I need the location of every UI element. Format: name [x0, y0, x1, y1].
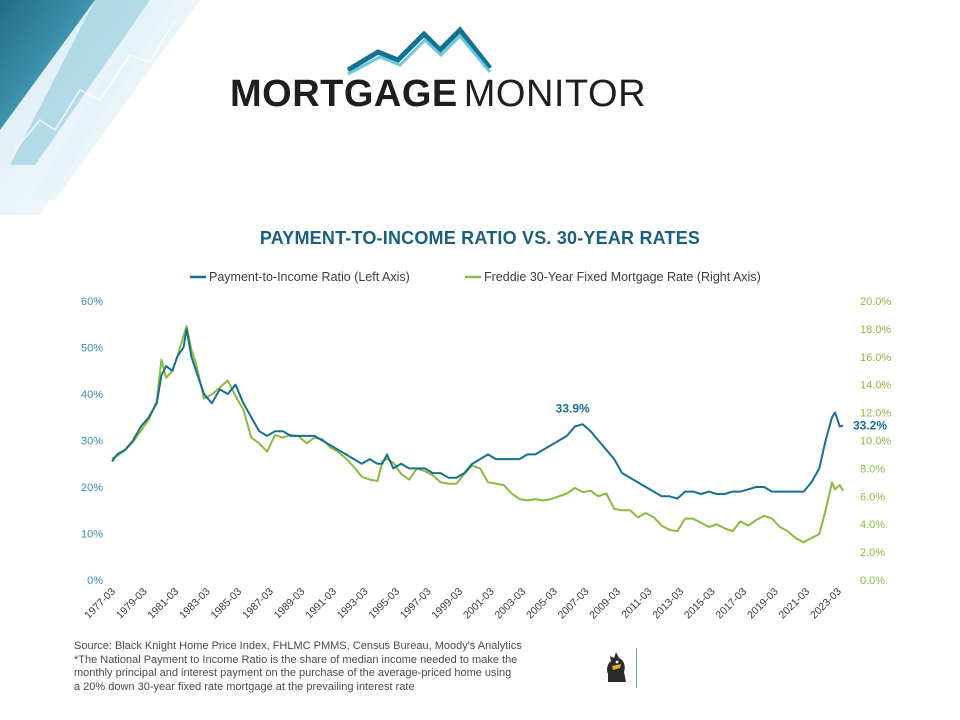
right-tick-label: 2.0% [860, 547, 885, 559]
right-tick-label: 18.0% [860, 324, 891, 336]
x-tick-label: 2021-03 [777, 586, 813, 622]
x-tick-label: 2011-03 [619, 586, 654, 621]
chart-title: PAYMENT-TO-INCOME RATIO VS. 30-YEAR RATE… [259, 228, 701, 248]
brand-light: MONITOR [463, 73, 647, 115]
x-tick-label: 1989-03 [272, 586, 308, 622]
x-tick-label: 1977-03 [82, 586, 118, 622]
knight-logo-icon [607, 652, 626, 682]
x-tick-label: 2019-03 [745, 586, 781, 622]
brand-title: MORTGAGE MONITOR [230, 72, 646, 116]
x-tick-label: 1999-03 [429, 586, 465, 622]
x-tick-label: 2005-03 [524, 586, 560, 622]
x-tick-label: 1993-03 [335, 586, 371, 622]
x-tick-label: 2003-03 [493, 586, 529, 622]
right-tick-label: 14.0% [860, 380, 891, 392]
x-tick-label: 2007-03 [556, 586, 592, 622]
left-tick-label: 10% [81, 529, 103, 541]
brand-bold: MORTGAGE [230, 73, 458, 115]
left-tick-label: 60% [81, 296, 103, 308]
x-tick-label: 1979-03 [114, 586, 150, 622]
x-tick-label: 2009-03 [587, 586, 623, 622]
corner-decoration [0, 0, 200, 215]
right-tick-label: 12.0% [860, 408, 891, 420]
x-tick-label: 1997-03 [398, 586, 434, 622]
x-tick-label: 1991-03 [303, 586, 339, 622]
right-tick-label: 0.0% [860, 575, 885, 587]
legend-label-0: Payment-to-Income Ratio (Left Axis) [209, 270, 410, 284]
mountain-peaks-icon [346, 26, 492, 76]
legend-label-1: Freddie 30-Year Fixed Mortgage Rate (Rig… [484, 270, 761, 284]
left-tick-label: 50% [81, 343, 103, 355]
right-tick-label: 4.0% [860, 519, 885, 531]
footnote-line-3: a 20% down 30-year fixed rate mortgage a… [74, 680, 415, 693]
right-tick-label: 8.0% [860, 463, 885, 475]
pti-series-line [111, 327, 844, 500]
right-tick-label: 20.0% [860, 296, 891, 308]
left-tick-label: 40% [81, 389, 103, 401]
footnote-line-1: *The National Payment to Income Ratio is… [74, 653, 518, 666]
x-tick-label: 1985-03 [209, 586, 245, 622]
right-tick-label: 16.0% [860, 352, 891, 364]
x-tick-label: 2013-03 [650, 586, 686, 622]
rate-series-line [111, 325, 844, 544]
source-note: Source: Black Knight Home Price Index, F… [74, 640, 522, 652]
x-tick-label: 1995-03 [366, 586, 402, 622]
annotation-peak-label: 33.9% [556, 401, 590, 415]
right-tick-label: 6.0% [860, 491, 885, 503]
annotation-latest-label: 33.2% [853, 419, 887, 433]
x-tick-label: 2017-03 [713, 586, 749, 622]
x-tick-label: 1987-03 [240, 586, 276, 622]
left-tick-label: 20% [81, 482, 103, 494]
left-tick-label: 30% [81, 436, 103, 448]
right-tick-label: 10.0% [860, 436, 891, 448]
x-tick-label: 1981-03 [145, 586, 181, 622]
x-tick-label: 2023-03 [808, 586, 844, 622]
footnote-line-2: monthly principal and interest payment o… [74, 667, 512, 679]
x-tick-label: 1983-03 [177, 586, 213, 622]
left-tick-label: 0% [87, 575, 103, 587]
chart-area: Payment-to-Income Ratio (Left Axis) Fredd… [81, 270, 891, 622]
x-tick-label: 2015-03 [682, 586, 718, 622]
x-tick-label: 2001-03 [461, 586, 497, 622]
footer-divider [636, 648, 637, 688]
footer: Source: Black Knight Home Price Index, F… [74, 640, 522, 694]
